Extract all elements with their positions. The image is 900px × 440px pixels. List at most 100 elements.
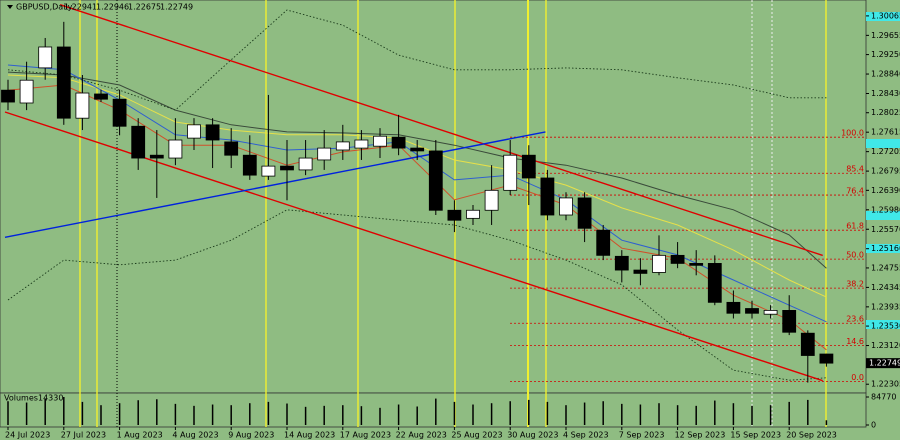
candle-body (242, 154, 257, 176)
candle-body (1, 89, 15, 103)
y-tick-label: 1.26795 (871, 167, 900, 176)
x-tick-label: 1 Aug 2023 (117, 431, 163, 440)
x-tick-label: 27 Jul 2023 (61, 431, 106, 440)
y-tick-label: 1.25980 (871, 205, 900, 214)
fib-label: 100.0 (841, 129, 864, 138)
y-tick-label: 1.29250 (871, 50, 900, 59)
y-tick-label: 1.22305 (871, 380, 900, 389)
ohlc-low: 1.22675 (128, 3, 161, 12)
candle-body (819, 353, 834, 364)
candle-body (484, 189, 499, 211)
y-tick-label: 1.29655 (871, 31, 900, 40)
candle-body (800, 332, 815, 356)
y-tick-label: 1.23120 (871, 341, 900, 350)
candle-body (187, 124, 201, 139)
y-tick-label: 1.25570 (871, 225, 900, 234)
indicator-line (7, 71, 827, 269)
price-marker (866, 211, 900, 220)
candle-body (354, 139, 369, 149)
x-tick-label: 22 Aug 2023 (396, 431, 447, 440)
volume-pane (0, 392, 867, 428)
fib-label: 50.0 (846, 251, 864, 260)
candle-body (614, 255, 629, 271)
ohlc-open: 1.22941 (64, 3, 97, 12)
candle-body (410, 147, 425, 152)
x-tick-label: 24 Jul 2023 (5, 431, 50, 440)
indicator-line (7, 84, 827, 351)
y-tick-label: 1.23935 (871, 302, 900, 311)
x-tick-label: 17 Aug 2023 (340, 431, 391, 440)
x-tick-label: 30 Aug 2023 (507, 431, 558, 440)
indicator-line (7, 74, 827, 298)
candle-body (726, 301, 741, 314)
candle-body (298, 157, 313, 171)
candle-body (559, 197, 573, 216)
price-marker (866, 320, 900, 329)
candle-body (75, 92, 90, 119)
x-tick-label: 9 Aug 2023 (228, 431, 274, 440)
candle-body (670, 254, 685, 264)
fib-label: 61.8 (846, 222, 864, 231)
candle-body (596, 229, 611, 256)
y-tick-label: 1.24345 (871, 283, 900, 292)
candle-body (261, 165, 276, 177)
candle-body (633, 269, 648, 274)
x-tick-label: 7 Sep 2023 (619, 431, 665, 440)
y-tick-label: 1.28025 (871, 108, 900, 117)
candle-body (503, 154, 518, 191)
price-marker (866, 12, 900, 21)
x-tick-label: 14 Aug 2023 (284, 431, 335, 440)
candle-body (131, 125, 146, 159)
y-tick-label: 1.28430 (871, 89, 900, 98)
candle-body (56, 46, 71, 119)
candle-body (149, 154, 164, 159)
price-marker (866, 139, 900, 148)
x-tick-label: 4 Sep 2023 (563, 431, 609, 440)
y-tick-label: 1.24755 (871, 263, 900, 272)
candle-body (763, 310, 778, 315)
trendline (4, 131, 546, 238)
candle-body (317, 147, 332, 161)
candle-body (782, 310, 797, 333)
current-price: 1.22749 (869, 359, 900, 368)
x-tick-label: 25 Aug 2023 (451, 431, 502, 440)
candle-body (689, 263, 704, 266)
symbol: GBPUSD,Daily (16, 3, 73, 12)
candle-body (466, 209, 480, 219)
candle-body (94, 93, 108, 100)
candle-body (335, 141, 350, 151)
candle-body (540, 177, 555, 216)
candle-body (391, 136, 406, 149)
candle-body (19, 79, 34, 104)
candle-body (652, 254, 666, 273)
candle-body (112, 98, 127, 127)
indicator-line (7, 64, 827, 323)
plot: 100.0 85.4 76.4 61.8 50.0 38.2 23.6 14.6 0.0 (1, 4, 866, 383)
y-tick-label: 1.27615 (871, 128, 900, 137)
candle-body (447, 209, 462, 221)
candle-body (521, 154, 536, 179)
candle-body (168, 139, 183, 159)
volume-title: Volumes (4, 394, 38, 403)
y-tick-label: 1.30065 (871, 11, 900, 20)
volume-last: 14330 (38, 394, 63, 403)
ohlc-high: 1.22946 (96, 3, 129, 12)
x-tick-label: 20 Sep 2023 (786, 431, 837, 440)
fib-label: 23.6 (846, 315, 864, 324)
fib-label: 76.4 (846, 187, 864, 196)
fib-label: 14.6 (846, 337, 864, 346)
y-tick-label: 1.27205 (871, 147, 900, 156)
candle-body (707, 263, 722, 303)
y-tick-label: 1.25160 (871, 244, 900, 253)
menu-arrow[interactable] (7, 5, 13, 9)
candle-body (428, 150, 443, 211)
candle-body (38, 46, 53, 69)
volume-tick-label: 0 (871, 421, 876, 430)
fib-label: 38.2 (846, 280, 864, 289)
candle-body (577, 197, 592, 229)
candle-body (745, 308, 759, 314)
y-tick-label: 1.26390 (871, 186, 900, 195)
candle-body (224, 141, 239, 156)
candle-body (373, 135, 387, 147)
